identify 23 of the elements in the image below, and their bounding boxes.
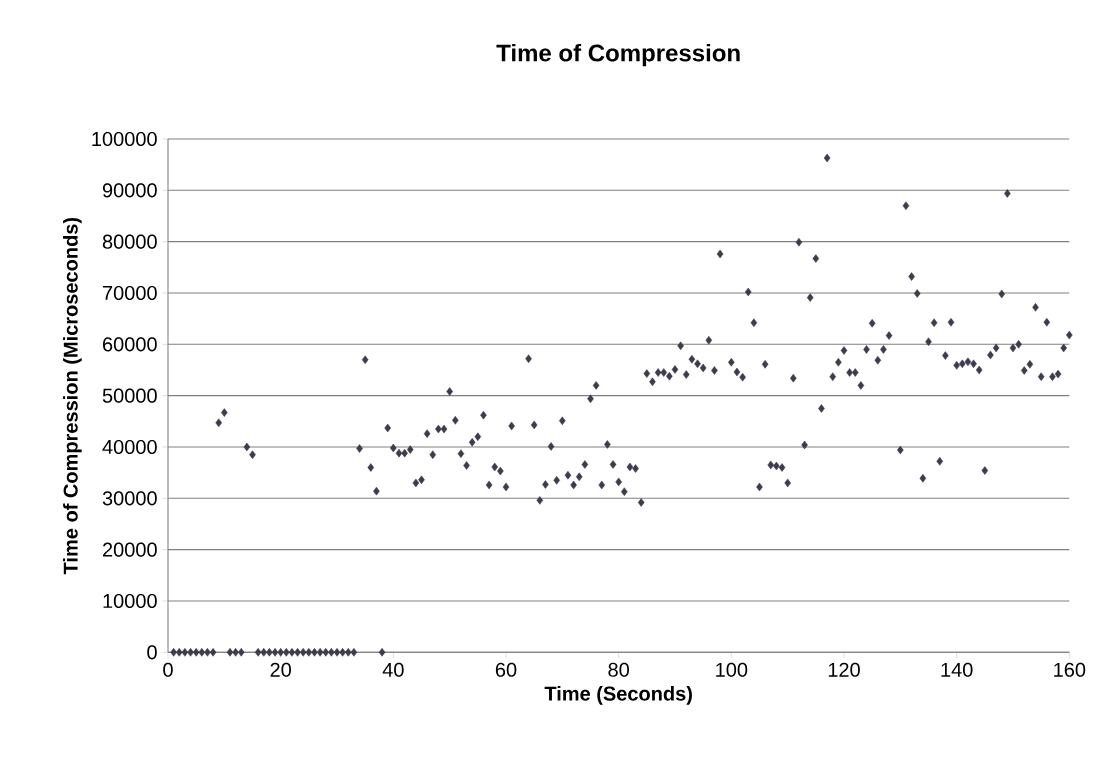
y-tick-label: 70000 xyxy=(103,285,157,301)
y-tick-label: 100000 xyxy=(92,131,157,147)
x-tick-label: 20 xyxy=(270,662,291,677)
y-tick-label: 80000 xyxy=(102,234,157,249)
x-tick-label: 80 xyxy=(608,662,629,677)
y-tick-label: 60000 xyxy=(103,337,157,352)
x-tick-label: 0 xyxy=(163,662,173,677)
x-tick-label: 160 xyxy=(1054,662,1086,677)
y-tick-label: 90000 xyxy=(102,183,157,198)
x-tick-label: 120 xyxy=(828,662,860,677)
y-tick-label: 40000 xyxy=(102,439,157,455)
x-tick-label: 40 xyxy=(382,662,404,677)
x-tick-label: 140 xyxy=(941,662,973,677)
y-tick-label: 30000 xyxy=(102,491,157,506)
x-tick-label: 100 xyxy=(716,662,748,677)
y-tick-label: 20000 xyxy=(102,542,157,557)
x-axis-title: Time (Seconds) xyxy=(544,686,692,705)
y-axis-title: Time of Compression (Microseconds) xyxy=(63,217,82,575)
y-tick-label: 0 xyxy=(147,645,157,660)
y-tick-label: 50000 xyxy=(102,388,157,403)
y-tick-label: 10000 xyxy=(103,593,157,609)
x-tick-label: 60 xyxy=(495,662,517,677)
chart-title: Time of Compression xyxy=(496,43,740,67)
